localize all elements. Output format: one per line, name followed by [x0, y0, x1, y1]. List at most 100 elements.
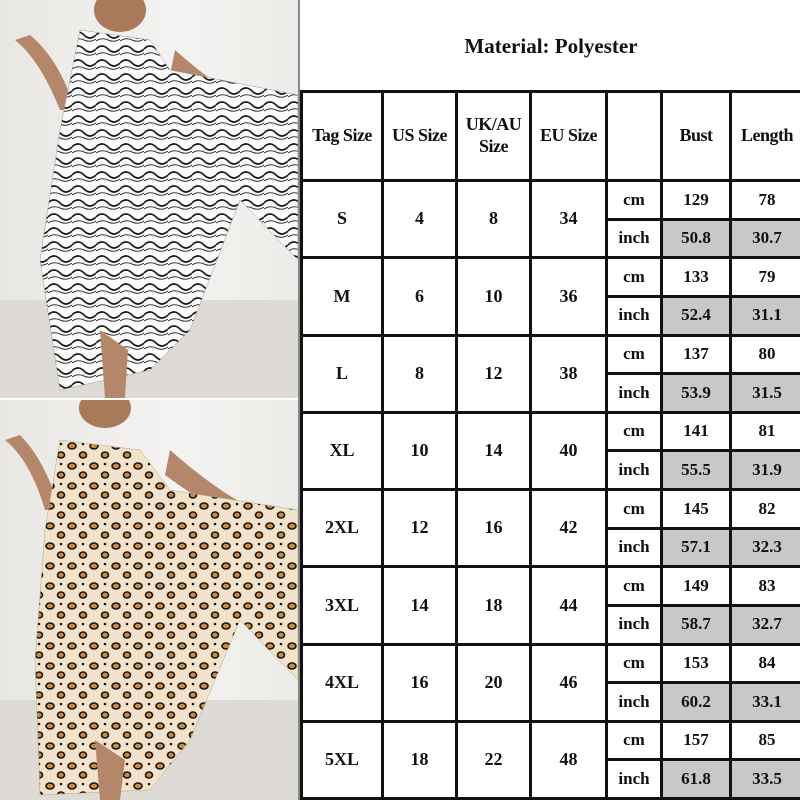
bust-cm-cell: 153 [660, 642, 732, 685]
length-cm-cell: 84 [729, 642, 800, 685]
us-size-cell: 16 [381, 642, 458, 723]
length-inch-cell: 31.1 [729, 294, 800, 337]
length-cm-cell: 78 [729, 179, 800, 221]
size-row-inch: inch 55.5 31.9 [302, 449, 800, 491]
unit-cm-cell: cm [605, 565, 663, 607]
bust-cm-cell: 133 [660, 256, 732, 298]
eu-size-cell: 48 [529, 719, 608, 800]
tag-size-cell: M [300, 256, 384, 337]
bust-inch-cell: 58.7 [660, 603, 732, 646]
unit-inch-cell: inch [605, 372, 663, 414]
chart-title: Material: Polyester [464, 33, 638, 58]
us-size-cell: 12 [381, 487, 458, 569]
tag-size-cell: 3XL [300, 565, 384, 646]
size-row-inch: inch 58.7 32.7 [302, 603, 800, 646]
bust-inch-cell: 60.2 [660, 681, 732, 723]
eu-size-cell: 34 [529, 178, 608, 260]
length-cm-cell: 79 [729, 256, 800, 298]
length-cm-cell: 80 [729, 333, 800, 376]
header-tag-size: Tag Size [300, 90, 384, 182]
length-inch-cell: 33.5 [729, 758, 800, 800]
unit-cm-cell: cm [605, 642, 663, 685]
bust-inch-cell: 52.4 [660, 294, 732, 337]
length-cm-cell: 85 [729, 719, 800, 762]
bust-inch-cell: 53.9 [660, 372, 732, 414]
unit-inch-cell: inch [605, 217, 663, 260]
tag-size-cell: 2XL [300, 487, 384, 569]
eu-size-cell: 46 [529, 642, 608, 723]
tag-size-cell: L [300, 333, 384, 414]
unit-inch-cell: inch [605, 681, 663, 723]
us-size-cell: 10 [381, 410, 458, 492]
bust-cm-cell: 157 [660, 719, 732, 762]
header-uk-au-size: UK/AU Size [455, 90, 532, 182]
size-row-cm: 2XL 12 16 42 cm 145 82 [300, 487, 800, 569]
header-unit [605, 90, 663, 182]
unit-cm-cell: cm [605, 719, 663, 762]
unit-cm-cell: cm [605, 488, 663, 530]
us-size-cell: 8 [381, 333, 458, 414]
bust-cm-cell: 141 [660, 410, 732, 453]
unit-cm-cell: cm [605, 333, 663, 376]
size-chart: Material: Polyester Tag Size US Size UK/… [298, 0, 800, 800]
header-bust: Bust [660, 90, 732, 182]
tag-size-cell: XL [300, 410, 384, 492]
eu-size-cell: 44 [529, 565, 608, 646]
uk-au-size-cell: 20 [455, 642, 532, 723]
size-row-inch: inch 52.4 31.1 [302, 294, 800, 337]
eu-size-cell: 36 [529, 256, 608, 337]
bust-cm-cell: 145 [660, 488, 732, 530]
uk-au-size-cell: 14 [455, 410, 532, 492]
size-table-body: S 4 8 34 cm 129 78 inch 50.8 30.7 M 6 10 36 cm 133 79 inc… [300, 178, 800, 800]
product-photo-leopard-dress [0, 400, 298, 800]
us-size-cell: 14 [381, 565, 458, 646]
length-inch-cell: 31.5 [729, 372, 800, 414]
length-cm-cell: 81 [729, 410, 800, 453]
uk-au-size-cell: 18 [455, 565, 532, 646]
unit-cm-cell: cm [605, 256, 663, 298]
size-row-cm: 4XL 16 20 46 cm 153 84 [300, 642, 800, 723]
length-inch-cell: 30.7 [729, 217, 800, 260]
size-row-inch: inch 57.1 32.3 [302, 526, 800, 569]
us-size-cell: 18 [381, 719, 458, 800]
us-size-cell: 6 [381, 256, 458, 337]
header-us-size: US Size [381, 90, 458, 182]
unit-inch-cell: inch [605, 294, 663, 337]
bust-inch-cell: 61.8 [660, 758, 732, 800]
unit-cm-cell: cm [605, 179, 663, 221]
size-row-inch: inch 50.8 30.7 [302, 217, 800, 260]
uk-au-size-cell: 10 [455, 256, 532, 337]
size-row-inch: inch 53.9 31.5 [302, 372, 800, 414]
eu-size-cell: 42 [529, 487, 608, 569]
length-cm-cell: 83 [729, 565, 800, 607]
unit-inch-cell: inch [605, 449, 663, 491]
length-inch-cell: 32.7 [729, 603, 800, 646]
length-cm-cell: 82 [729, 488, 800, 530]
size-table: Tag Size US Size UK/AU Size EU Size Bust… [300, 90, 800, 800]
unit-inch-cell: inch [605, 758, 663, 800]
bust-cm-cell: 149 [660, 565, 732, 607]
tag-size-cell: S [300, 178, 384, 260]
header-row: Tag Size US Size UK/AU Size EU Size Bust… [300, 90, 800, 182]
eu-size-cell: 38 [529, 333, 608, 414]
size-row-inch: inch 60.2 33.1 [302, 681, 800, 723]
size-row-cm: 3XL 14 18 44 cm 149 83 [300, 565, 800, 646]
uk-au-size-cell: 12 [455, 333, 532, 414]
unit-cm-cell: cm [605, 410, 663, 453]
size-row-cm: M 6 10 36 cm 133 79 [300, 256, 800, 337]
eu-size-cell: 40 [529, 410, 608, 492]
header-length: Length [729, 90, 800, 182]
tag-size-cell: 4XL [300, 642, 384, 723]
uk-au-size-cell: 8 [455, 178, 532, 260]
bust-cm-cell: 129 [660, 179, 732, 221]
us-size-cell: 4 [381, 178, 458, 260]
uk-au-size-cell: 16 [455, 487, 532, 569]
header-eu-size: EU Size [529, 90, 608, 182]
product-photo-swirl-dress [0, 0, 298, 398]
bust-inch-cell: 55.5 [660, 449, 732, 491]
uk-au-size-cell: 22 [455, 719, 532, 800]
length-inch-cell: 31.9 [729, 449, 800, 491]
size-row-cm: L 8 12 38 cm 137 80 [300, 333, 800, 414]
size-row-cm: 5XL 18 22 48 cm 157 85 [300, 719, 800, 800]
size-row-cm: S 4 8 34 cm 129 78 [300, 178, 800, 260]
